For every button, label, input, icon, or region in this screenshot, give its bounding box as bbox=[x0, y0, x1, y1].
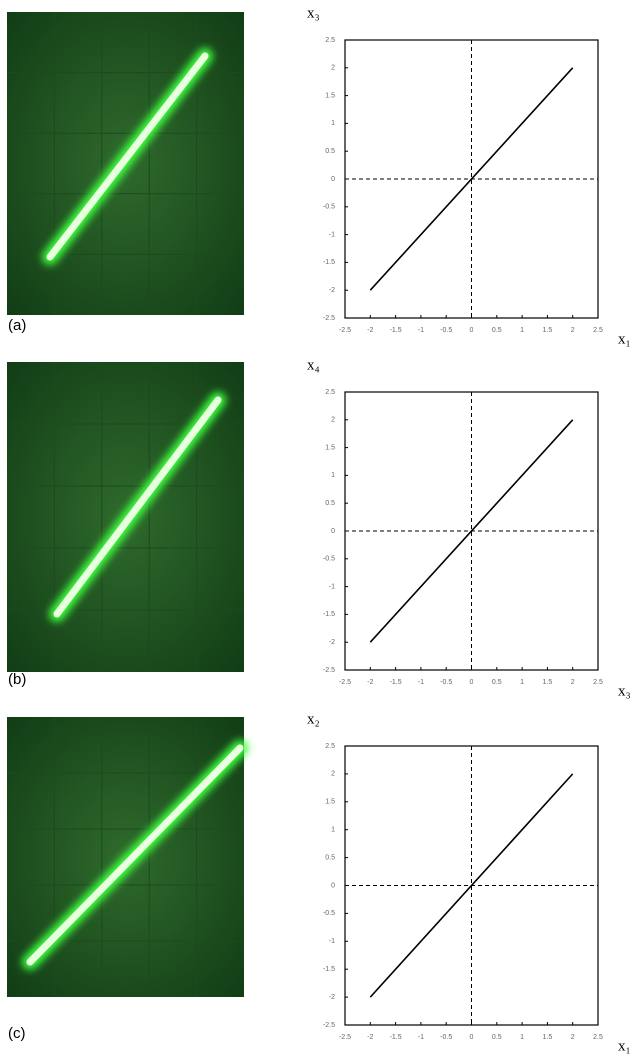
y-tick-label: -2 bbox=[329, 287, 335, 294]
x-tick-label: 1.5 bbox=[543, 679, 553, 686]
x-tick-label: -1 bbox=[418, 1034, 424, 1041]
y-tick-label: 1 bbox=[331, 472, 335, 479]
y-tick-label: 1.5 bbox=[325, 444, 335, 451]
y-tick-label: 0.5 bbox=[325, 854, 335, 861]
x-tick-label: 0 bbox=[470, 1034, 474, 1041]
x-tick-label: 2.5 bbox=[593, 679, 603, 686]
panel-label: (c) bbox=[8, 1025, 26, 1042]
x-tick-label: 2 bbox=[571, 327, 575, 334]
y-tick-label: -0.5 bbox=[323, 204, 335, 211]
x-tick-label: -2 bbox=[367, 679, 373, 686]
x-tick-label: -2 bbox=[367, 327, 373, 334]
y-tick-label: 1.5 bbox=[325, 92, 335, 99]
y-tick-label: 2 bbox=[331, 417, 335, 424]
x-tick-label: -1.5 bbox=[390, 1034, 402, 1041]
y-tick-label: -1.5 bbox=[323, 611, 335, 618]
x-tick-label: -0.5 bbox=[440, 679, 452, 686]
panel-label: (b) bbox=[8, 671, 26, 688]
x-tick-label: 2 bbox=[571, 1034, 575, 1041]
y-tick-label: 2.5 bbox=[325, 389, 335, 396]
y-tick-label: 2 bbox=[331, 65, 335, 72]
x-axis-label: x₁ bbox=[618, 331, 631, 347]
x-tick-label: -1.5 bbox=[390, 679, 402, 686]
x-tick-label: 0.5 bbox=[492, 1034, 502, 1041]
x-tick-label: -1 bbox=[418, 327, 424, 334]
y-tick-label: -1.5 bbox=[323, 259, 335, 266]
y-tick-label: 1 bbox=[331, 120, 335, 127]
x-tick-label: 2 bbox=[571, 679, 575, 686]
x-tick-label: 1 bbox=[520, 679, 524, 686]
y-tick-label: -2.5 bbox=[323, 1022, 335, 1029]
y-tick-label: 1.5 bbox=[325, 799, 335, 806]
y-tick-label: -1 bbox=[329, 938, 335, 945]
y-tick-label: 2.5 bbox=[325, 37, 335, 44]
y-axis-label: x₃ bbox=[307, 5, 320, 21]
y-tick-label: -1 bbox=[329, 231, 335, 238]
x-tick-label: 1 bbox=[520, 327, 524, 334]
x-tick-label: -2.5 bbox=[339, 1034, 351, 1041]
x-tick-label: 0 bbox=[470, 679, 474, 686]
y-tick-label: -1 bbox=[329, 583, 335, 590]
panel-label: (a) bbox=[8, 317, 26, 334]
x-tick-label: -0.5 bbox=[440, 327, 452, 334]
x-tick-label: -2 bbox=[367, 1034, 373, 1041]
y-tick-label: 0 bbox=[331, 528, 335, 535]
y-tick-label: 1 bbox=[331, 827, 335, 834]
x-tick-label: -2.5 bbox=[339, 679, 351, 686]
x-tick-label: -2.5 bbox=[339, 327, 351, 334]
y-axis-label: x₄ bbox=[307, 357, 320, 373]
x-axis-label: x₃ bbox=[618, 683, 631, 699]
figure: (a) -2.5 -2 -1.5 -1 -0.5 0 0.5 1 1.5 2 2.5 -2.5 -2 -1.… bbox=[0, 0, 642, 1061]
x-tick-label: 1 bbox=[520, 1034, 524, 1041]
x-tick-label: 2.5 bbox=[593, 1034, 603, 1041]
y-tick-label: -2.5 bbox=[323, 667, 335, 674]
x-tick-label: 0.5 bbox=[492, 679, 502, 686]
x-tick-label: -1 bbox=[418, 679, 424, 686]
x-tick-label: 1.5 bbox=[543, 1034, 553, 1041]
y-tick-label: 0 bbox=[331, 882, 335, 889]
y-tick-label: 0.5 bbox=[325, 148, 335, 155]
x-tick-label: 0.5 bbox=[492, 327, 502, 334]
y-tick-label: 2 bbox=[331, 771, 335, 778]
x-tick-label: 1.5 bbox=[543, 327, 553, 334]
y-tick-label: 2.5 bbox=[325, 743, 335, 750]
x-tick-label: -1.5 bbox=[390, 327, 402, 334]
x-tick-label: -0.5 bbox=[440, 1034, 452, 1041]
y-tick-label: -2 bbox=[329, 639, 335, 646]
y-tick-label: 0.5 bbox=[325, 500, 335, 507]
y-tick-label: -0.5 bbox=[323, 910, 335, 917]
y-axis-label: x₂ bbox=[307, 711, 320, 727]
y-tick-label: -2.5 bbox=[323, 315, 335, 322]
y-tick-label: -0.5 bbox=[323, 556, 335, 563]
x-tick-label: 2.5 bbox=[593, 327, 603, 334]
x-tick-label: 0 bbox=[470, 327, 474, 334]
y-tick-label: 0 bbox=[331, 176, 335, 183]
y-tick-label: -1.5 bbox=[323, 966, 335, 973]
x-axis-label: x₁ bbox=[618, 1038, 631, 1054]
y-tick-label: -2 bbox=[329, 994, 335, 1001]
